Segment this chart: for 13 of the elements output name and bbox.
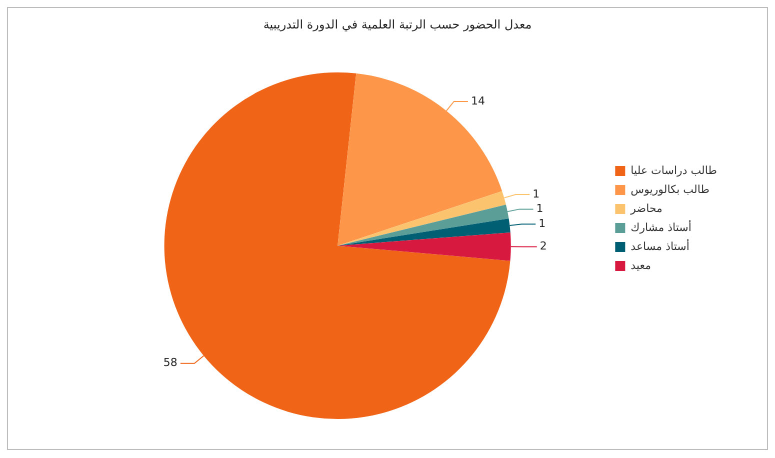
data-label: 58 [163,356,178,370]
chart-title: معدل الحضور حسب الرتبة العلمية في الدورة التدريبية [263,17,532,32]
legend-label: أستاذ مساعد [630,238,690,253]
data-label: 1 [536,202,544,216]
data-label: 1 [538,216,546,230]
legend-label: طالب بكالوريوس [630,182,710,196]
legend-label: معيد [630,258,652,272]
data-label: 1 [532,187,540,200]
legend-label: محاضر [630,202,663,215]
legend-label: طالب دراسات عليا [630,164,718,177]
data-label: 2 [540,240,547,253]
legend-label: أستاذ مشارك [630,220,692,234]
data-label: 14 [470,94,485,108]
